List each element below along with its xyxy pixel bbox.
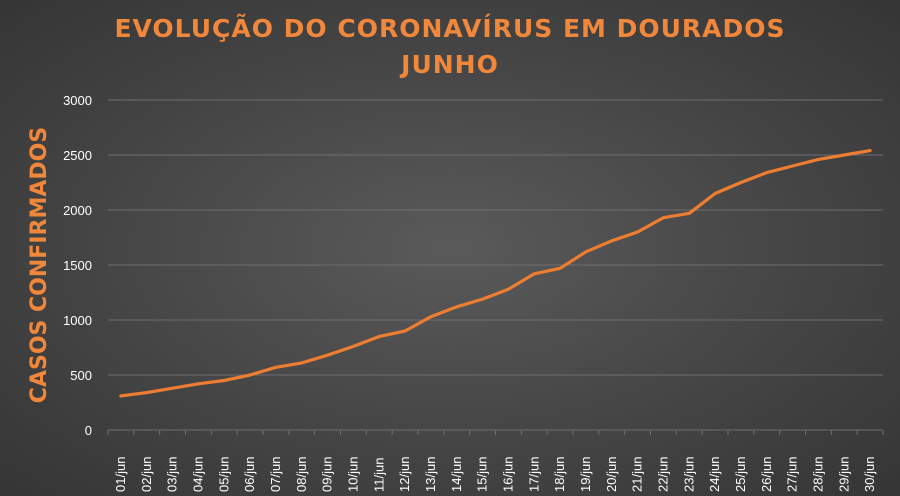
y-tick-label: 2500 <box>63 148 92 163</box>
data-point <box>532 272 536 276</box>
x-tick-label: 22/jun <box>655 457 670 492</box>
y-tick-label: 3000 <box>63 93 92 108</box>
data-point <box>713 192 717 195</box>
x-tick-label: 25/jun <box>733 457 748 492</box>
x-tick-label: 30/jun <box>862 457 877 492</box>
x-tick-label: 24/jun <box>707 457 722 492</box>
x-tick-label: 07/jun <box>268 457 283 492</box>
data-point <box>558 266 562 270</box>
x-tick-label: 01/jun <box>113 457 128 492</box>
x-tick-label: 17/jun <box>526 457 541 492</box>
x-tick-label: 04/jun <box>190 457 205 492</box>
data-point <box>274 365 278 369</box>
data-point <box>352 345 355 348</box>
y-tick-label: 1500 <box>63 258 92 273</box>
x-tick-label: 03/jun <box>165 457 180 492</box>
x-tick-label: 27/jun <box>785 457 800 492</box>
x-tick-label: 23/jun <box>681 457 696 492</box>
y-tick-label: 0 <box>85 423 92 438</box>
x-tick-label: 28/jun <box>810 457 825 492</box>
data-point <box>145 391 149 394</box>
x-tick-label: 12/jun <box>397 457 412 492</box>
x-tick-label: 18/jun <box>552 457 567 492</box>
x-tick-label: 08/jun <box>294 457 309 492</box>
data-point <box>171 386 174 390</box>
data-point <box>610 239 614 243</box>
x-tick-label: 13/jun <box>423 457 438 492</box>
data-point <box>842 153 846 157</box>
x-tick-label: 21/jun <box>630 457 645 492</box>
x-tick-label: 16/jun <box>500 457 515 492</box>
data-point <box>248 373 252 377</box>
data-point <box>326 353 329 357</box>
data-point <box>791 164 794 168</box>
data-point <box>765 171 769 175</box>
data-point <box>636 230 639 234</box>
data-point <box>300 361 304 365</box>
data-point <box>481 297 484 301</box>
data-point <box>584 250 588 254</box>
data-point <box>455 305 459 309</box>
chart-title: EVOLUÇÃO DO CORONAVÍRUS EM DOURADOS <box>114 14 786 43</box>
data-point <box>403 329 407 333</box>
data-point <box>662 216 665 220</box>
x-tick-label: 05/jun <box>216 457 231 492</box>
x-tick-label: 11/jun <box>371 458 386 492</box>
x-tick-label: 20/jun <box>604 457 619 492</box>
data-point <box>507 287 510 291</box>
data-point <box>222 379 226 382</box>
data-point <box>377 335 381 338</box>
x-tick-label: 26/jun <box>759 457 774 492</box>
data-point <box>868 149 872 153</box>
y-tick-label: 2000 <box>63 203 92 218</box>
chart-subtitle: JUNHO <box>401 50 499 79</box>
data-point <box>119 394 123 398</box>
x-tick-label: 19/jun <box>578 457 593 492</box>
y-tick-label: 1000 <box>63 313 92 328</box>
data-point <box>739 181 743 184</box>
x-tick-label: 29/jun <box>836 457 851 492</box>
x-tick-label: 06/jun <box>242 457 257 492</box>
data-point <box>197 382 200 386</box>
y-tick-label: 500 <box>70 368 92 383</box>
x-tick-label: 10/jun <box>345 457 360 492</box>
x-tick-label: 14/jun <box>449 457 464 492</box>
x-tick-label: 02/jun <box>139 457 154 492</box>
x-tick-label: 09/jun <box>320 457 335 492</box>
data-point <box>817 158 820 161</box>
series-line <box>119 149 872 398</box>
x-tick-label: 15/jun <box>475 457 490 492</box>
y-axis-label: CASOS CONFIRMADOS <box>27 127 52 403</box>
data-point <box>429 315 433 319</box>
data-point <box>687 211 691 215</box>
